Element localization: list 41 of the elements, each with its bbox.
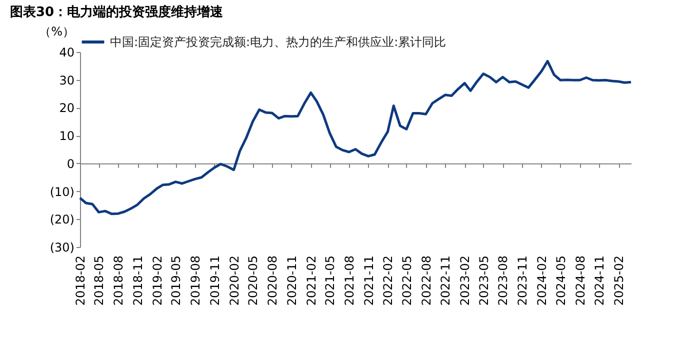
x-tick-label: 2019-02 (150, 256, 164, 306)
x-tick-label: 2018-11 (131, 256, 145, 306)
x-tick-label: 2024-11 (592, 256, 607, 306)
line-series (78, 60, 632, 216)
x-tick-label: 2021-02 (304, 256, 318, 306)
y-axis-title: （%） (39, 24, 74, 38)
x-tick-label: 2021-08 (342, 256, 356, 306)
x-tick-label: 2024-05 (554, 256, 568, 306)
x-tick-label: 2025-02 (612, 256, 626, 306)
x-tick-label: 2022-11 (438, 256, 453, 306)
x-tick-label: 2019-11 (208, 256, 222, 306)
x-tick-label: 2023-08 (496, 256, 510, 306)
x-tick-label: 2020-11 (284, 256, 299, 306)
y-tick-label: 10 (59, 129, 74, 144)
x-tick-label: 2021-05 (323, 256, 338, 306)
x-tick-label: 2024-08 (573, 256, 588, 306)
x-tick-label: 2020-05 (246, 256, 260, 306)
y-tick-label: (30) (50, 240, 74, 254)
y-tick-label: 20 (59, 101, 74, 116)
x-tick-label: 2019-08 (188, 256, 202, 306)
x-tick-label: 2023-02 (458, 256, 472, 306)
x-tick-label: 2019-05 (169, 256, 184, 306)
y-tick-label: 0 (66, 156, 74, 171)
chart-title: 图表30：电力端的投资强度维持增速 (10, 4, 224, 20)
x-tick-label: 2018-05 (92, 256, 106, 306)
y-tick-label: (20) (50, 212, 74, 227)
x-tick-label: 2018-08 (112, 256, 126, 306)
y-tick-label: 40 (59, 46, 74, 60)
x-tick-label: 2020-02 (227, 256, 242, 306)
x-tick-label: 2023-05 (476, 256, 491, 306)
x-tick-label: 2022-08 (419, 256, 434, 306)
x-tick-label: 2021-11 (362, 256, 376, 306)
y-tick-label: (10) (50, 184, 74, 199)
x-tick-label: 2024-02 (534, 256, 549, 306)
x-tick-label: 2018-02 (74, 256, 88, 306)
y-tick-label: 30 (59, 73, 74, 88)
legend-label: 中国:固定资产投资完成额:电力、热力的生产和供应业:累计同比 (110, 35, 446, 49)
x-tick-label: 2022-02 (381, 256, 396, 306)
x-tick-label: 2022-05 (400, 256, 414, 306)
x-tick-label: 2023-11 (516, 256, 530, 306)
x-tick-label: 2020-08 (266, 256, 280, 306)
